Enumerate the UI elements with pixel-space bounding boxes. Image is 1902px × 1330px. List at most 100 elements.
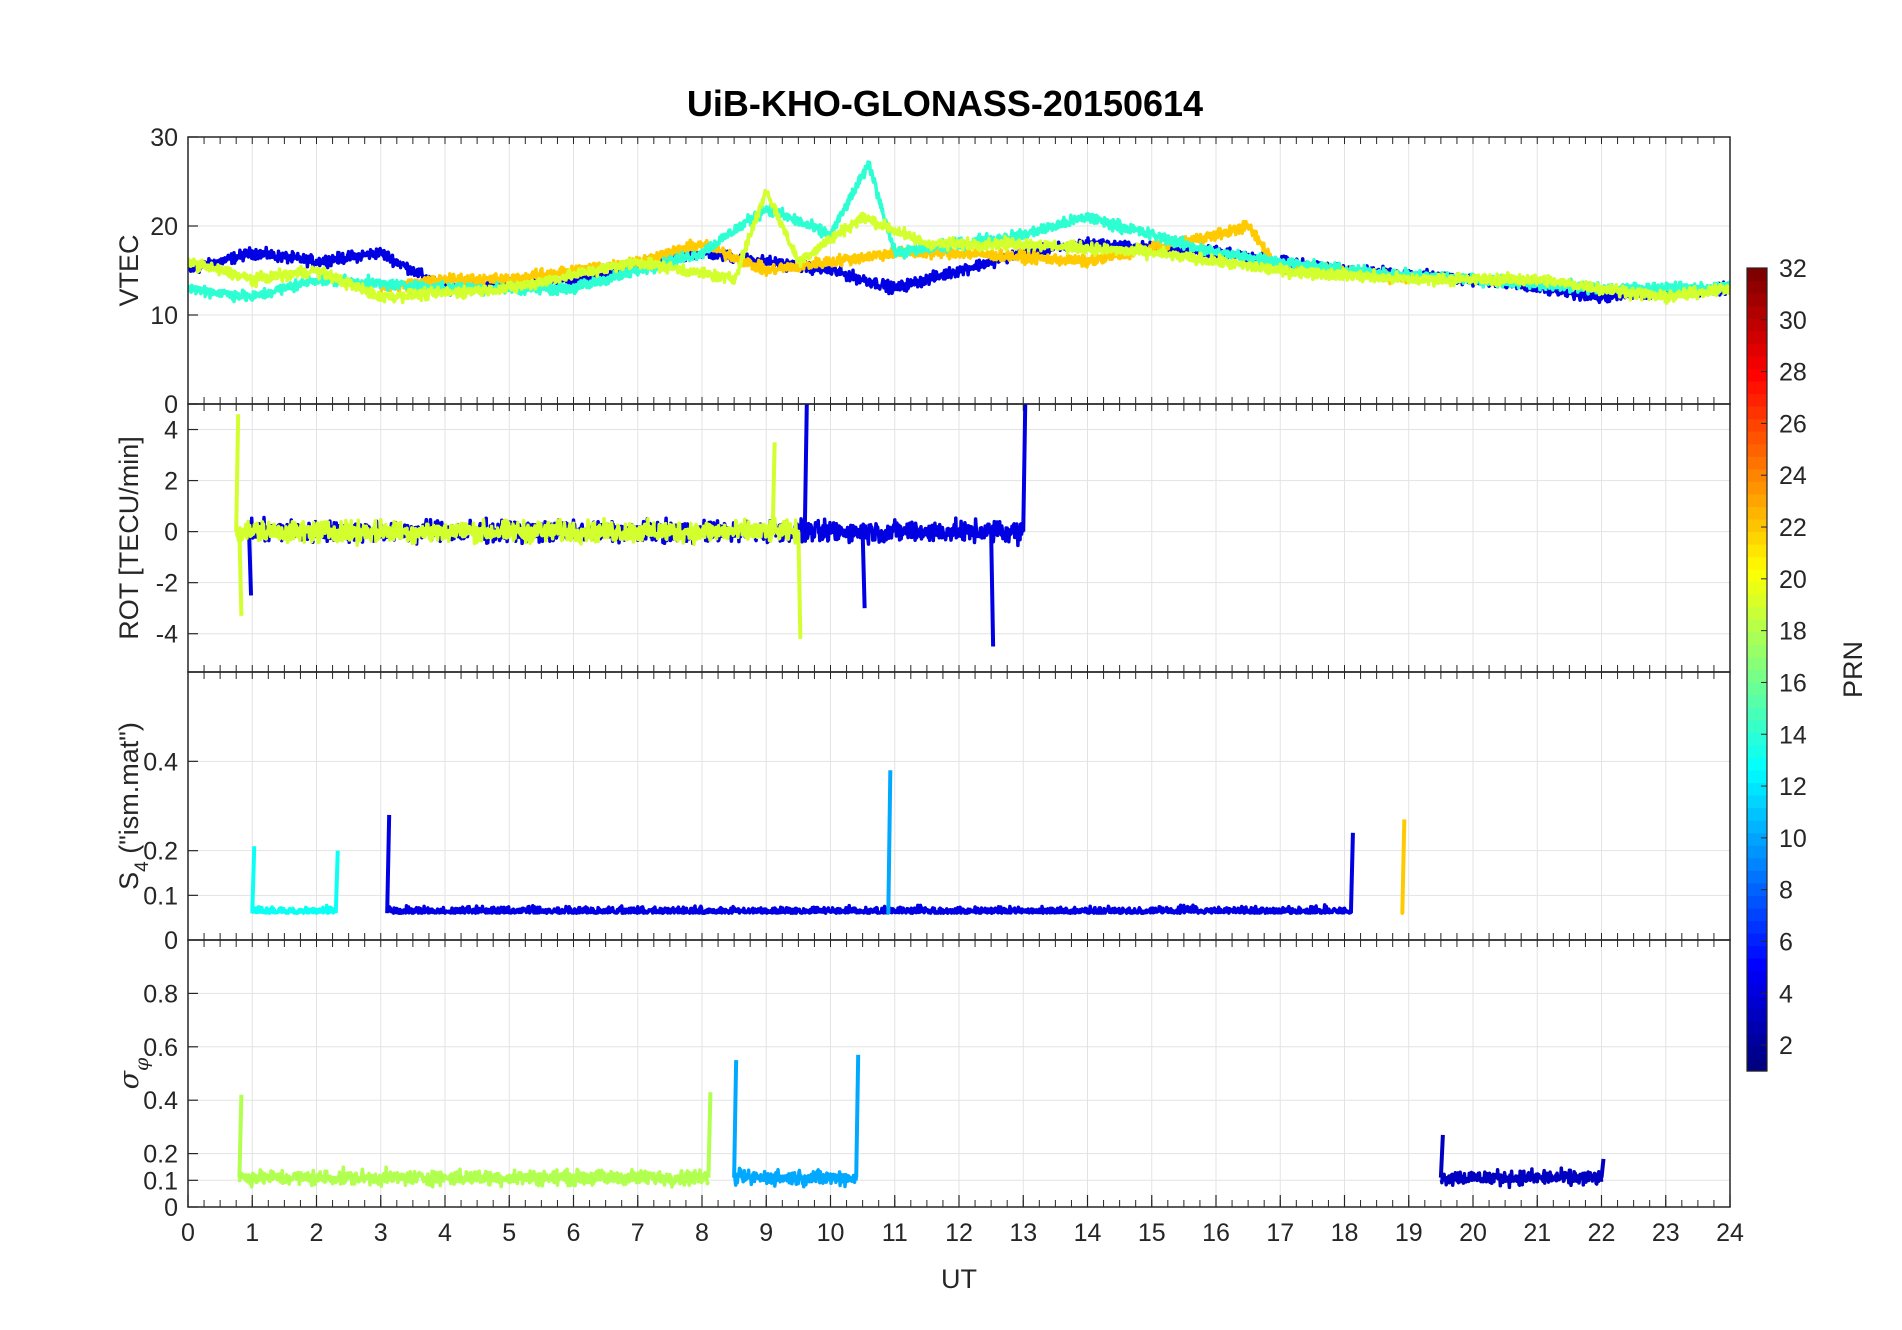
traces-s4 xyxy=(250,770,1407,915)
y-axis-label: σφ xyxy=(114,1057,153,1089)
traces-sigma_phi xyxy=(237,1054,1606,1190)
colorbar-segment xyxy=(1747,569,1767,583)
colorbar-segment xyxy=(1747,769,1767,784)
colorbar-segment xyxy=(1747,431,1767,445)
colorbar-tick-label: 2 xyxy=(1779,1032,1793,1060)
data-spike xyxy=(247,531,254,596)
x-tick-label: 11 xyxy=(882,1219,908,1247)
panel-sigma_phi: 00.10.2 0.4 0.6 0.8 σφ xyxy=(114,939,1731,1222)
x-tick-label: 2 xyxy=(310,1219,324,1247)
series-line xyxy=(234,516,801,547)
panel-rot: -4 -2 0 2 4 ROT [TECU/min] xyxy=(114,403,1731,673)
colorbar-segment xyxy=(1747,958,1767,972)
y-tick-label: 4 xyxy=(164,417,178,445)
colorbar-segment xyxy=(1747,268,1767,282)
data-spike xyxy=(234,414,241,532)
colorbar-tick-label: 22 xyxy=(1779,514,1807,542)
x-tick-label: 19 xyxy=(1395,1219,1423,1247)
colorbar-segment xyxy=(1747,531,1767,545)
colorbar-tick-label: 6 xyxy=(1779,928,1793,956)
y-tick-label: 10 xyxy=(150,302,178,330)
colorbar-segment xyxy=(1747,368,1767,382)
x-tick-label: 0 xyxy=(181,1219,195,1247)
y-tick-label: 2 xyxy=(164,468,178,496)
colorbar-tick-label: 20 xyxy=(1779,566,1807,594)
colorbar-segment xyxy=(1747,518,1767,533)
colorbar-segment xyxy=(1747,719,1767,733)
colorbar-segment xyxy=(1747,343,1767,357)
colorbar-segment xyxy=(1747,669,1767,683)
y-tick-label: 0.4 xyxy=(143,748,178,776)
data-spike xyxy=(886,770,893,914)
x-tick-label: 14 xyxy=(1074,1219,1102,1247)
colorbar-segment xyxy=(1747,932,1767,947)
colorbar-segment xyxy=(1747,870,1767,884)
data-spike xyxy=(860,531,867,609)
x-tick-label: 6 xyxy=(567,1219,581,1247)
colorbar-segment xyxy=(1747,380,1767,395)
colorbar-segment xyxy=(1747,656,1767,671)
colorbar-segment xyxy=(1747,468,1767,482)
data-spike xyxy=(237,1094,244,1178)
x-tick-label: 22 xyxy=(1588,1219,1616,1247)
grid-sigma_phi xyxy=(187,940,1731,1208)
colorbar-segment xyxy=(1747,945,1767,959)
traces-rot xyxy=(234,404,1028,647)
colorbar-tick-label: 14 xyxy=(1779,721,1807,749)
x-axis-label: UT xyxy=(941,1264,977,1294)
colorbar-tick-label: 28 xyxy=(1779,359,1807,387)
colorbar-segment xyxy=(1747,895,1767,909)
y-tick-label: 0.2 xyxy=(143,1141,178,1169)
data-spike xyxy=(1021,404,1028,532)
colorbar-segment xyxy=(1747,443,1767,457)
colorbar-tick-label: 30 xyxy=(1779,307,1807,335)
colorbar-segment xyxy=(1747,581,1767,595)
colorbar-segment xyxy=(1747,707,1767,721)
colorbar-segment xyxy=(1747,832,1767,846)
y-axis-label: VTEC xyxy=(114,234,144,306)
colorbar-segment xyxy=(1747,280,1767,294)
colorbar-segment xyxy=(1747,544,1767,558)
x-tick-label: 20 xyxy=(1459,1219,1487,1247)
series-line xyxy=(732,1166,858,1189)
x-tick-label: 13 xyxy=(1009,1219,1037,1247)
colorbar-segment xyxy=(1747,820,1767,834)
y-tick-label: 0.8 xyxy=(143,980,178,1008)
y-tick-label: 0.4 xyxy=(143,1087,178,1115)
colorbar-segment xyxy=(1747,682,1767,696)
colorbar-segment xyxy=(1747,907,1767,922)
series-line xyxy=(385,903,1353,915)
colorbar-segment xyxy=(1747,406,1767,420)
data-spike xyxy=(250,846,257,914)
colorbar-segment xyxy=(1747,732,1767,746)
colorbar-segment xyxy=(1747,293,1767,307)
colorbar-segment xyxy=(1747,594,1767,608)
x-tick-label: 12 xyxy=(945,1219,973,1247)
x-tick-label: 15 xyxy=(1138,1219,1166,1247)
colorbar-segment xyxy=(1747,757,1767,771)
traces-vtec xyxy=(188,160,1730,305)
data-spike xyxy=(770,442,777,532)
colorbar-segment xyxy=(1747,481,1767,495)
y-tick-label: 0.6 xyxy=(143,1034,178,1062)
colorbar-segment xyxy=(1747,995,1767,1009)
colorbar-tick-label: 8 xyxy=(1779,877,1793,905)
data-spike xyxy=(333,850,340,914)
data-spike xyxy=(854,1054,861,1178)
x-tick-label: 1 xyxy=(245,1219,259,1247)
y-tick-label: 20 xyxy=(150,213,178,241)
data-spike xyxy=(237,531,244,616)
colorbar-label: PRN xyxy=(1838,641,1868,698)
y-tick-label: 0 xyxy=(164,927,178,955)
x-tick-label: 5 xyxy=(502,1219,516,1247)
colorbar-segment xyxy=(1747,393,1767,407)
colorbar-segment xyxy=(1747,631,1767,646)
colorbar-segment xyxy=(1747,318,1767,332)
x-tick-label: 17 xyxy=(1266,1219,1294,1247)
colorbar-segment xyxy=(1747,606,1767,620)
colorbar-tick-label: 18 xyxy=(1779,618,1807,646)
colorbar-segment xyxy=(1747,1020,1767,1034)
